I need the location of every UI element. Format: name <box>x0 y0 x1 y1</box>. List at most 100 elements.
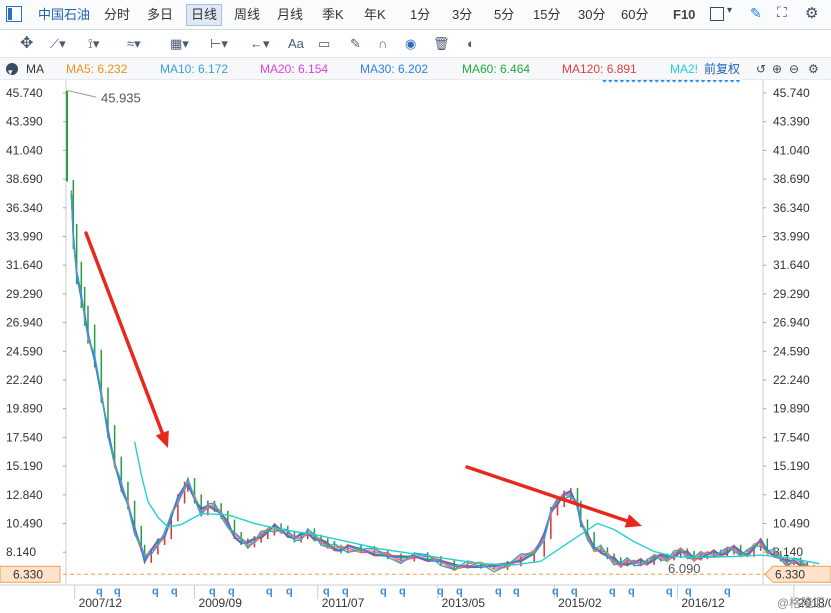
dividend-marker: q <box>152 585 159 597</box>
dividend-marker: q <box>380 585 387 597</box>
y-tick-label-left: 41.040 <box>6 143 43 157</box>
signal-dot <box>642 78 648 83</box>
period-tab-5[interactable]: 季K <box>322 7 344 22</box>
toggle-icon[interactable]: ◐ <box>467 36 475 51</box>
undo-icon[interactable]: ↺ <box>756 62 767 76</box>
trash-icon[interactable]: 🗑 <box>433 36 450 51</box>
kline-chart[interactable]: 45.740 43.390 41.040 38.690 36.340 33.990 31.6… <box>0 78 831 613</box>
fullscreen-icon[interactable]: ⛶ <box>777 4 787 20</box>
x-tick-label: 2007/12 <box>79 596 123 610</box>
signal-dot <box>671 78 677 83</box>
period-tab-7[interactable]: 1分 <box>410 7 431 22</box>
brush-icon[interactable]: ✎ <box>750 5 762 21</box>
y-tick-label-right: 36.340 <box>773 201 810 215</box>
signal-dot <box>712 78 717 83</box>
ma-legend-bar: ▾ MA MA5: 6.232 MA10: 6.172 MA20: 6.154 … <box>0 58 831 80</box>
ma30-label: MA30: 6.202 <box>360 62 429 76</box>
y-tick-label-right: 10.490 <box>773 517 810 531</box>
fib-tool-icon[interactable]: ▦▾ <box>170 36 189 51</box>
period-tab-9[interactable]: 5分 <box>494 7 515 22</box>
panel-toggle-icon[interactable] <box>6 6 22 22</box>
layout-select-icon[interactable] <box>710 7 724 21</box>
y-tick-label-right: 12.840 <box>773 488 810 502</box>
polyline-tool-icon[interactable]: ⟟▾ <box>88 36 100 51</box>
period-tab-10[interactable]: 15分 <box>533 7 561 22</box>
y-tick-label-right: 43.390 <box>773 115 810 129</box>
text-tool-icon[interactable]: Aa <box>288 36 304 51</box>
wave-tool-icon[interactable]: ≈▾ <box>127 36 141 51</box>
signal-dot <box>724 78 729 83</box>
signal-dot <box>613 78 619 83</box>
f10-button[interactable]: F10 <box>673 7 696 22</box>
period-tab-1[interactable]: 多日 <box>147 7 174 22</box>
y-tick-label-left: 22.240 <box>6 373 43 387</box>
period-tab-2[interactable]: 日线 <box>186 4 223 26</box>
annotation-arrow-1-shaft <box>84 231 165 435</box>
indicator-settings-icon[interactable]: ⚙ <box>808 62 819 76</box>
signal-dot <box>631 78 636 83</box>
signal-dot <box>689 78 694 83</box>
x-tick-label: 2016/12 <box>681 596 725 610</box>
signal-dot <box>625 78 630 83</box>
y-tick-label-left: 24.590 <box>6 344 43 358</box>
y-tick-label-left: 12.840 <box>6 488 43 502</box>
y-tick-label-right: 38.690 <box>773 172 810 186</box>
y-tick-label-left: 45.740 <box>6 86 43 100</box>
dividend-marker: q <box>609 585 616 597</box>
signal-dot <box>700 78 706 83</box>
signal-dot <box>637 78 642 83</box>
x-tick-label: 2011/07 <box>322 596 365 610</box>
dividend-marker: q <box>513 585 520 597</box>
period-tab-3[interactable]: 周线 <box>234 7 261 22</box>
dividend-marker: q <box>171 585 178 597</box>
chevron-down-icon[interactable]: ▾ <box>727 5 733 16</box>
measure-tool-icon[interactable]: ⊢▾ <box>210 36 228 51</box>
stock-name[interactable]: 中国石油 <box>38 7 91 22</box>
arrow-tool-icon[interactable]: ←▾ <box>250 36 270 51</box>
magnet-icon[interactable]: ∩ <box>378 36 388 51</box>
ma-collapse-icon-caret: ▾ <box>8 67 13 77</box>
x-tick-label: 2015/02 <box>558 596 602 610</box>
signal-dot <box>648 78 654 83</box>
add-indicator-icon[interactable]: ⊕ <box>772 62 783 76</box>
x-tick-label: 2013/05 <box>442 596 486 610</box>
period-tab-11[interactable]: 30分 <box>578 7 606 22</box>
y-tick-label-right: 45.740 <box>773 86 810 100</box>
y-tick-label-left: 10.490 <box>6 517 43 531</box>
note-tool-icon[interactable]: ▭ <box>318 36 331 51</box>
dividend-marker: q <box>666 585 673 597</box>
pencil-icon[interactable]: ✎ <box>350 36 361 51</box>
dividend-marker: q <box>552 585 559 597</box>
current-price-tag-left <box>0 565 61 583</box>
ma5-line <box>70 191 820 578</box>
dividend-marker: q <box>209 585 216 597</box>
y-tick-label-left: 26.940 <box>6 316 43 330</box>
indicator-name[interactable]: MA <box>26 62 44 76</box>
max-price-label: 45.935 <box>101 91 141 106</box>
dividend-marker: q <box>266 585 273 597</box>
crosshair-icon[interactable]: ✥ <box>20 35 34 52</box>
signal-dot <box>619 78 625 83</box>
kline-chart-svg[interactable]: 45.740 43.390 41.040 38.690 36.340 33.990 31.6… <box>0 78 831 613</box>
adjust-select[interactable]: 前复权 <box>702 58 743 80</box>
period-tab-6[interactable]: 年K <box>364 7 386 22</box>
y-tick-label-right: 17.540 <box>773 430 810 444</box>
x-tick-label: 2018/09 <box>798 596 831 610</box>
period-tab-12[interactable]: 60分 <box>621 7 649 22</box>
period-tab-0[interactable]: 分时 <box>104 7 131 22</box>
annotation-arrow-2-shaft <box>465 465 629 523</box>
period-tab-4[interactable]: 月线 <box>277 7 304 22</box>
y-tick-label-left: 15.190 <box>6 459 43 473</box>
period-tab-8[interactable]: 3分 <box>452 7 473 22</box>
signal-dot <box>666 78 671 83</box>
ma-collapse-icon[interactable] <box>6 63 18 75</box>
signal-dot <box>683 78 688 83</box>
y-tick-label-left: 29.290 <box>6 287 43 301</box>
settings-icon[interactable]: ⚙ <box>805 5 819 22</box>
dividend-marker: q <box>323 585 330 597</box>
eye-icon[interactable]: ◉ <box>405 36 417 51</box>
line-tool-icon[interactable]: ⟋▾ <box>50 36 66 51</box>
signal-dot <box>654 78 659 83</box>
signal-dot <box>608 78 613 83</box>
remove-indicator-icon[interactable]: ⊖ <box>789 62 800 76</box>
